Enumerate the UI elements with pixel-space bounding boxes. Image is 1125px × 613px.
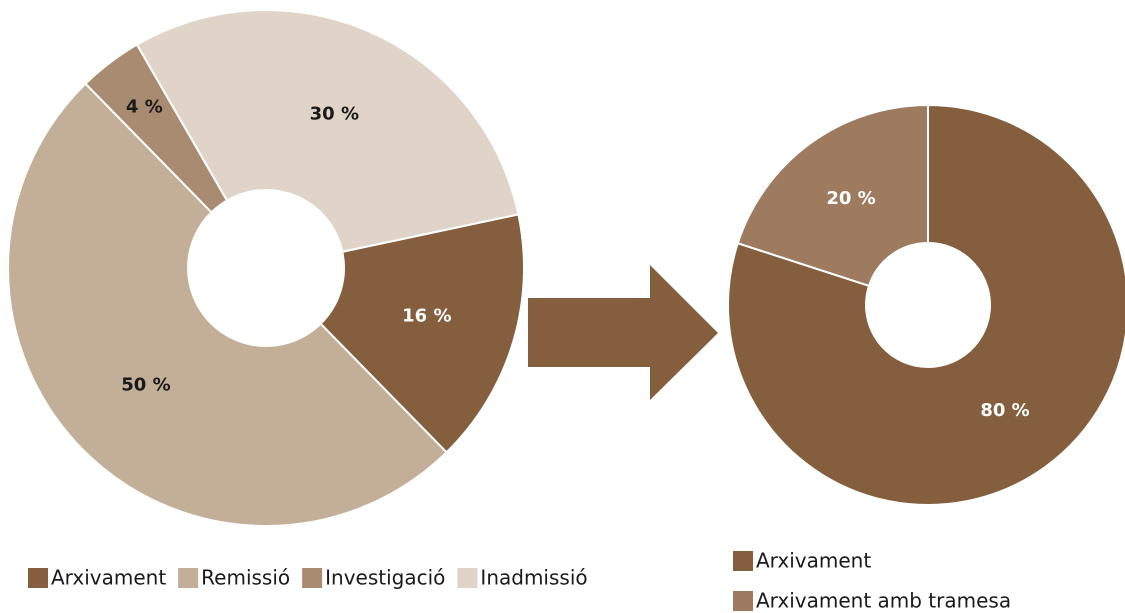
slice [319,213,525,454]
legend-label: Investigació [325,566,445,590]
legend-swatch [457,568,478,588]
value-label: 80 % [980,400,1029,421]
legend-label: Arxivament amb tramesa [756,589,1011,613]
arrow [528,265,718,400]
value-label: 4 % [126,97,163,118]
slice [736,103,929,288]
legend-label: Inadmissió [480,566,587,590]
legend-swatch [733,591,753,611]
legend-swatch [302,568,323,588]
legend-label: Remissió [201,566,290,590]
value-label: 20 % [826,188,875,209]
legend-swatch [178,568,199,588]
legend-label: Arxivament [756,549,871,573]
legend-swatch [733,551,753,571]
slice [727,103,1125,506]
slice [135,9,520,253]
legend-label: Arxivament [51,566,166,590]
legend-swatch [28,568,48,588]
value-label: 30 % [310,104,359,125]
value-label: 16 % [402,306,451,327]
value-label: 50 % [121,375,170,396]
slice [7,82,448,527]
